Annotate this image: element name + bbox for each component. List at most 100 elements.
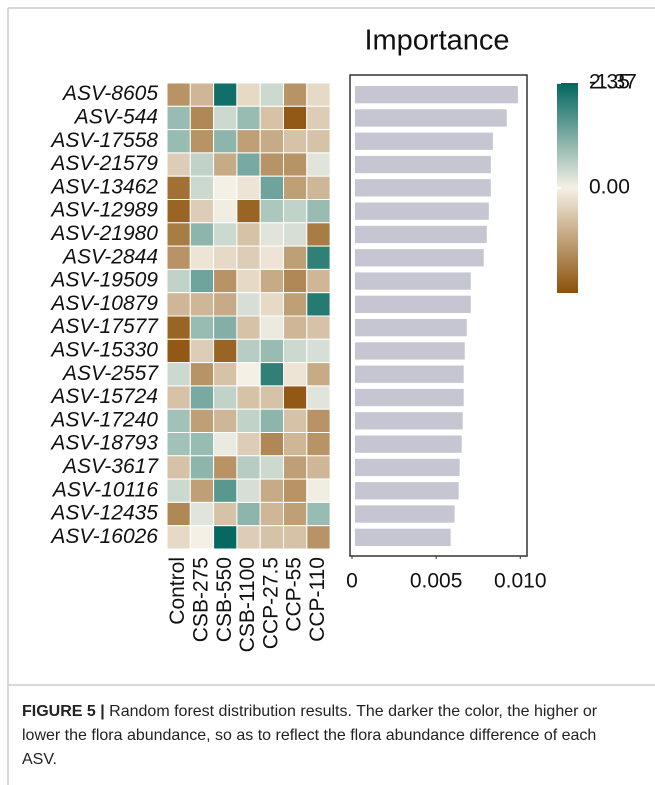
- heat-cell: [283, 455, 308, 480]
- column-label: CSB-1100: [236, 557, 259, 652]
- heat-cell: [259, 432, 285, 457]
- caption: FIGURE 5 | Random forest distribution re…: [22, 700, 632, 772]
- heat-cell: [259, 199, 285, 224]
- heat-cell: [166, 105, 191, 131]
- heat-cell: [283, 408, 308, 434]
- colorbar: [557, 83, 578, 293]
- x-tick-label: 0: [346, 570, 358, 593]
- row-label: ASV-17240: [49, 408, 158, 431]
- column-label: CSB-550: [213, 557, 236, 642]
- heat-cell: [236, 362, 261, 387]
- bar: [355, 202, 489, 220]
- column-label: CCP-110: [306, 557, 329, 642]
- heat-cell: [259, 222, 285, 247]
- row-label: ASV-19509: [49, 269, 158, 292]
- heat-cell: [166, 129, 191, 154]
- heat-cell: [213, 245, 238, 270]
- heat-cell: [283, 105, 308, 131]
- heat-cell: [166, 525, 191, 550]
- heat-cell: [213, 268, 238, 294]
- heat-cell: [166, 501, 191, 527]
- heat-cell: [283, 315, 308, 340]
- heat-cell: [236, 175, 261, 200]
- heat-cell: [213, 362, 238, 387]
- heat-cell: [189, 245, 215, 270]
- caption-text: Random forest distribution results. The …: [22, 703, 598, 768]
- heat-cell: [213, 152, 238, 177]
- heat-cell: [306, 315, 331, 340]
- heat-cell: [189, 432, 215, 457]
- heat-cell: [306, 385, 331, 410]
- heat-cell: [259, 478, 285, 503]
- heat-cell: [306, 362, 331, 387]
- heat-cell: [306, 408, 331, 434]
- heat-cell: [189, 408, 215, 434]
- heat-cell: [166, 82, 191, 107]
- bar: [355, 179, 491, 197]
- heat-cell: [236, 82, 261, 107]
- heat-cell: [259, 82, 285, 107]
- heat-cell: [213, 338, 238, 364]
- heat-cell: [166, 478, 191, 503]
- heat-cell: [236, 268, 261, 294]
- row-label: ASV-10116: [51, 478, 158, 501]
- row-label: ASV-16026: [49, 525, 158, 548]
- colorbar-label: 2.35: [589, 71, 630, 94]
- heat-cell: [306, 129, 331, 154]
- heat-cell: [259, 338, 285, 364]
- heat-cell: [236, 501, 261, 527]
- heat-cell: [189, 455, 215, 480]
- heat-cell: [283, 525, 308, 550]
- heat-cell: [213, 408, 238, 434]
- heat-cell: [283, 432, 308, 457]
- heat-cell: [236, 129, 261, 154]
- heat-cell: [259, 268, 285, 294]
- heat-cell: [236, 199, 261, 224]
- heat-cell: [166, 222, 191, 247]
- row-label: ASV-2844: [61, 245, 158, 268]
- x-tick-label: 0.005: [410, 570, 463, 593]
- bar: [355, 505, 455, 523]
- heat-cell: [306, 268, 331, 294]
- row-label: ASV-3617: [61, 455, 159, 478]
- colorbar-label: 0.00: [589, 176, 630, 199]
- heat-cell: [189, 175, 215, 200]
- row-label: ASV-10879: [49, 292, 158, 315]
- heat-cell: [283, 478, 308, 503]
- bar: [355, 86, 518, 104]
- heat-cell: [236, 105, 261, 131]
- bar: [355, 109, 507, 127]
- heat-cell: [189, 385, 215, 410]
- x-tick-label: 0.010: [494, 570, 547, 593]
- bar: [355, 435, 462, 453]
- row-label: ASV-17577: [49, 315, 159, 338]
- heat-cell: [213, 432, 238, 457]
- heat-cell: [259, 362, 285, 387]
- heat-cell: [236, 385, 261, 410]
- heat-cell: [213, 222, 238, 247]
- bar: [355, 272, 471, 290]
- heat-cell: [213, 385, 238, 410]
- heat-cell: [236, 315, 261, 340]
- bar: [355, 365, 464, 383]
- heat-cell: [306, 175, 331, 200]
- row-label: ASV-15330: [49, 338, 158, 361]
- heat-cell: [306, 222, 331, 247]
- bar: [355, 482, 459, 500]
- heat-cell: [189, 478, 215, 503]
- heat-cell: [166, 199, 191, 224]
- heat-cell: [189, 362, 215, 387]
- heat-cell: [166, 385, 191, 410]
- heat-cell: [236, 338, 261, 364]
- heat-cell: [236, 455, 261, 480]
- heat-cell: [283, 362, 308, 387]
- column-label: Control: [166, 557, 189, 625]
- heat-cell: [283, 385, 308, 410]
- heat-cell: [166, 338, 191, 364]
- heat-cell: [213, 315, 238, 340]
- heat-cell: [306, 245, 331, 270]
- row-label: ASV-15724: [49, 385, 158, 408]
- heat-cell: [213, 105, 238, 131]
